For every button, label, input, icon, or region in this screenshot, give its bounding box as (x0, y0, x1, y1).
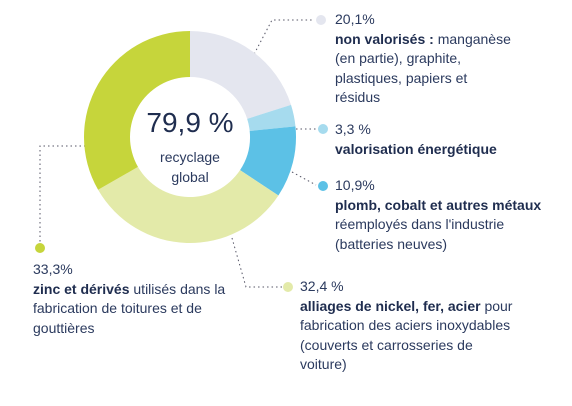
category-label: alliages de nickel, fer, acier (300, 297, 481, 314)
leader-line (39, 145, 90, 242)
slice-label: 20,1% non valorisés : manganèse (en parti… (335, 10, 515, 108)
slice-label: 3,3 % valorisation énergétique (335, 120, 535, 159)
donut-slice (98, 166, 279, 243)
value-label: 20,1% (335, 11, 375, 27)
value-label: 3,3 % (335, 121, 371, 137)
leaders (39, 19, 317, 288)
category-label: non valorisés : (335, 30, 434, 47)
category-label: zinc et dérivés (33, 280, 130, 297)
center-text: recyclage global (160, 149, 220, 185)
legend-dot (318, 124, 328, 134)
legend-dot (318, 181, 328, 191)
slice-label: 32,4 % alliages de nickel, fer, acier pou… (300, 277, 515, 375)
donut-slice (240, 126, 296, 196)
center-value: 79,9 % (146, 107, 233, 138)
leader-line (231, 237, 282, 288)
description: pour fabrication des aciers inoxydables … (300, 297, 513, 373)
description: utilisés dans la fabrication de toitures… (33, 280, 226, 336)
value-label: 32,4 % (300, 278, 344, 294)
donut-slice (83, 31, 190, 190)
value-label: 33,3% (33, 261, 73, 277)
category-label: valorisation énergétique (335, 140, 497, 157)
slice-label: 10,9% plomb, cobalt et autres métaux réem… (335, 176, 550, 254)
donut-slice (190, 31, 292, 119)
description: réemployés dans l'industrie (batteries n… (335, 216, 505, 252)
value-label: 10,9% (335, 177, 375, 193)
legend-dot (283, 282, 293, 292)
legend-dot (316, 15, 326, 25)
description: manganèse (en partie), graphite, plastiq… (335, 30, 511, 106)
donut-slice (247, 104, 296, 131)
category-label: plomb, cobalt et autres métaux (335, 196, 542, 213)
leader-line (291, 171, 317, 186)
slice-label: 33,3% zinc et dérivés utilisés dans la fa… (33, 260, 243, 338)
legend-dot (35, 243, 45, 253)
leader-line (249, 19, 314, 63)
